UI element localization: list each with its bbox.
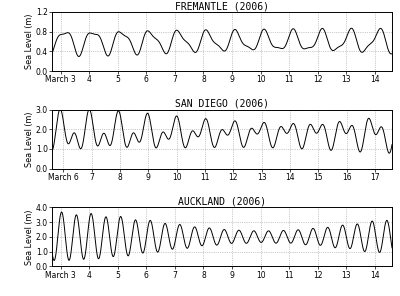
Title: AUCKLAND (2006): AUCKLAND (2006) — [178, 197, 266, 206]
Y-axis label: Sea Level (m): Sea Level (m) — [25, 111, 34, 167]
Y-axis label: Sea Level (m): Sea Level (m) — [25, 209, 34, 265]
Y-axis label: Sea Level (m): Sea Level (m) — [25, 14, 34, 69]
Title: FREMANTLE (2006): FREMANTLE (2006) — [175, 1, 269, 11]
Title: SAN DIEGO (2006): SAN DIEGO (2006) — [175, 99, 269, 109]
